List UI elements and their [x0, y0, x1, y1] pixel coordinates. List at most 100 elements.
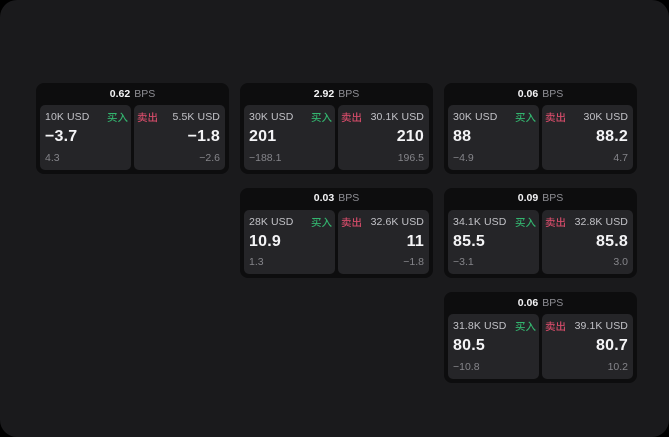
buy-label-row: 10K USD 买入	[45, 112, 126, 123]
spread-card[interactable]: 0.06 BPS 31.8K USD 买入 80.5 −10.8 卖出 39.1…	[444, 292, 637, 383]
buy-label-row: 30K USD 买入	[249, 112, 330, 123]
bps-value: 0.06	[517, 87, 539, 100]
sell-delta: 4.7	[613, 151, 628, 164]
buy-panel[interactable]: 30K USD 买入 201 −188.1	[244, 105, 335, 170]
sell-price: 80.7	[596, 337, 628, 355]
sell-price: 88.2	[596, 128, 628, 146]
sell-delta: −2.6	[199, 151, 220, 164]
sell-icon	[545, 217, 566, 228]
sell-price: 85.8	[596, 232, 628, 250]
buy-delta: −4.9	[453, 151, 474, 164]
sell-label-row: 卖出 5.5K USD	[139, 112, 220, 123]
sell-size: 39.1K USD	[574, 320, 628, 332]
buy-size: 30K USD	[249, 111, 294, 123]
buy-tag: 买入	[515, 321, 536, 332]
sell-delta: −1.8	[403, 256, 424, 268]
sell-size: 5.5K USD	[172, 111, 220, 123]
buy-tag: 买入	[107, 112, 128, 123]
sell-icon	[137, 112, 158, 123]
buy-tag: 买入	[515, 112, 536, 123]
cards-grid: 0.62 BPS 10K USD 买入 −3.7 4.3 卖出 5.5K USD…	[36, 83, 637, 383]
quote-panels: 30K USD 买入 88 −4.9 卖出 30K USD 88.2 4.7	[448, 105, 633, 170]
buy-tag: 买入	[311, 112, 332, 123]
card-header: 2.92 BPS	[244, 83, 429, 105]
buy-panel[interactable]: 10K USD 买入 −3.7 4.3	[40, 105, 131, 170]
buy-icon	[311, 217, 332, 228]
buy-size: 34.1K USD	[453, 215, 507, 228]
buy-panel[interactable]: 30K USD 买入 88 −4.9	[448, 105, 539, 170]
bps-value: 0.03	[313, 192, 335, 204]
buy-label-row: 30K USD 买入	[453, 112, 534, 123]
buy-delta: −10.8	[453, 360, 480, 373]
sell-tag: 卖出	[545, 321, 566, 332]
card-header: 0.09 BPS	[448, 188, 633, 210]
bps-unit-label: BPS	[542, 192, 564, 204]
buy-price: 10.9	[249, 232, 281, 250]
sell-panel[interactable]: 卖出 32.8K USD 85.8 3.0	[542, 209, 633, 274]
sell-label-row: 卖出 30.1K USD	[343, 112, 424, 123]
buy-tag: 买入	[311, 217, 332, 228]
buy-size: 10K USD	[45, 111, 90, 123]
buy-icon	[311, 112, 332, 123]
buy-price: 88	[453, 128, 472, 146]
buy-delta: −3.1	[453, 256, 474, 268]
bps-value: 0.06	[517, 296, 539, 309]
buy-panel[interactable]: 28K USD 买入 10.9 1.3	[244, 209, 335, 274]
spread-card[interactable]: 0.62 BPS 10K USD 买入 −3.7 4.3 卖出 5.5K USD…	[36, 83, 229, 174]
spread-card[interactable]: 0.09 BPS 34.1K USD 买入 85.5 −3.1 卖出 32.8K…	[444, 187, 637, 278]
sell-size: 32.8K USD	[574, 215, 628, 228]
card-header: 0.06 BPS	[448, 292, 633, 314]
sell-tag: 卖出	[341, 112, 362, 123]
buy-tag: 买入	[515, 217, 536, 228]
sell-label-row: 卖出 30K USD	[547, 112, 628, 123]
sell-tag: 卖出	[341, 217, 362, 228]
buy-delta: −188.1	[249, 151, 282, 164]
sell-panel[interactable]: 卖出 5.5K USD −1.8 −2.6	[134, 105, 225, 170]
buy-price: 85.5	[453, 232, 485, 250]
buy-icon	[515, 112, 536, 123]
sell-panel[interactable]: 卖出 32.6K USD 11 −1.8	[338, 209, 429, 274]
sell-delta: 10.2	[607, 360, 628, 373]
buy-price: 201	[249, 128, 277, 146]
quote-panels: 34.1K USD 买入 85.5 −3.1 卖出 32.8K USD 85.8…	[448, 209, 633, 274]
sell-panel[interactable]: 卖出 30K USD 88.2 4.7	[542, 105, 633, 170]
buy-icon	[107, 112, 128, 123]
buy-label-row: 31.8K USD 买入	[453, 321, 534, 332]
bps-unit-label: BPS	[542, 296, 564, 309]
spread-card[interactable]: 0.06 BPS 30K USD 买入 88 −4.9 卖出 30K USD 8…	[444, 83, 637, 174]
sell-icon	[545, 112, 566, 123]
bps-unit-label: BPS	[542, 87, 564, 100]
buy-size: 31.8K USD	[453, 320, 507, 332]
bps-unit-label: BPS	[134, 87, 156, 100]
sell-icon	[545, 321, 566, 332]
sell-panel[interactable]: 卖出 30.1K USD 210 196.5	[338, 105, 429, 170]
sell-icon	[341, 217, 362, 228]
bps-value: 2.92	[313, 87, 335, 100]
spread-card[interactable]: 0.03 BPS 28K USD 买入 10.9 1.3 卖出 32.6K US…	[240, 187, 433, 278]
bps-value: 0.62	[109, 87, 131, 100]
buy-price: −3.7	[45, 128, 78, 146]
bps-unit-label: BPS	[338, 192, 360, 204]
sell-price: 210	[396, 128, 424, 146]
sell-tag: 卖出	[545, 112, 566, 123]
quote-panels: 30K USD 买入 201 −188.1 卖出 30.1K USD 210 1…	[244, 105, 429, 170]
sell-panel[interactable]: 卖出 39.1K USD 80.7 10.2	[542, 314, 633, 379]
card-header: 0.03 BPS	[244, 188, 429, 210]
sell-size: 30K USD	[583, 111, 628, 123]
buy-icon	[515, 321, 536, 332]
bps-value: 0.09	[517, 192, 539, 204]
sell-tag: 卖出	[137, 112, 158, 123]
buy-delta: 4.3	[45, 151, 60, 164]
buy-size: 30K USD	[453, 111, 498, 123]
card-header: 0.62 BPS	[40, 83, 225, 105]
quote-panels: 28K USD 买入 10.9 1.3 卖出 32.6K USD 11 −1.8	[244, 209, 429, 274]
buy-panel[interactable]: 34.1K USD 买入 85.5 −3.1	[448, 209, 539, 274]
sell-label-row: 卖出 39.1K USD	[547, 321, 628, 332]
sell-price: −1.8	[187, 128, 220, 146]
spread-card[interactable]: 2.92 BPS 30K USD 买入 201 −188.1 卖出 30.1K …	[240, 83, 433, 174]
quote-panels: 31.8K USD 买入 80.5 −10.8 卖出 39.1K USD 80.…	[448, 314, 633, 379]
sell-delta: 196.5	[397, 151, 424, 164]
buy-label-row: 28K USD 买入	[249, 216, 332, 228]
buy-panel[interactable]: 31.8K USD 买入 80.5 −10.8	[448, 314, 539, 379]
